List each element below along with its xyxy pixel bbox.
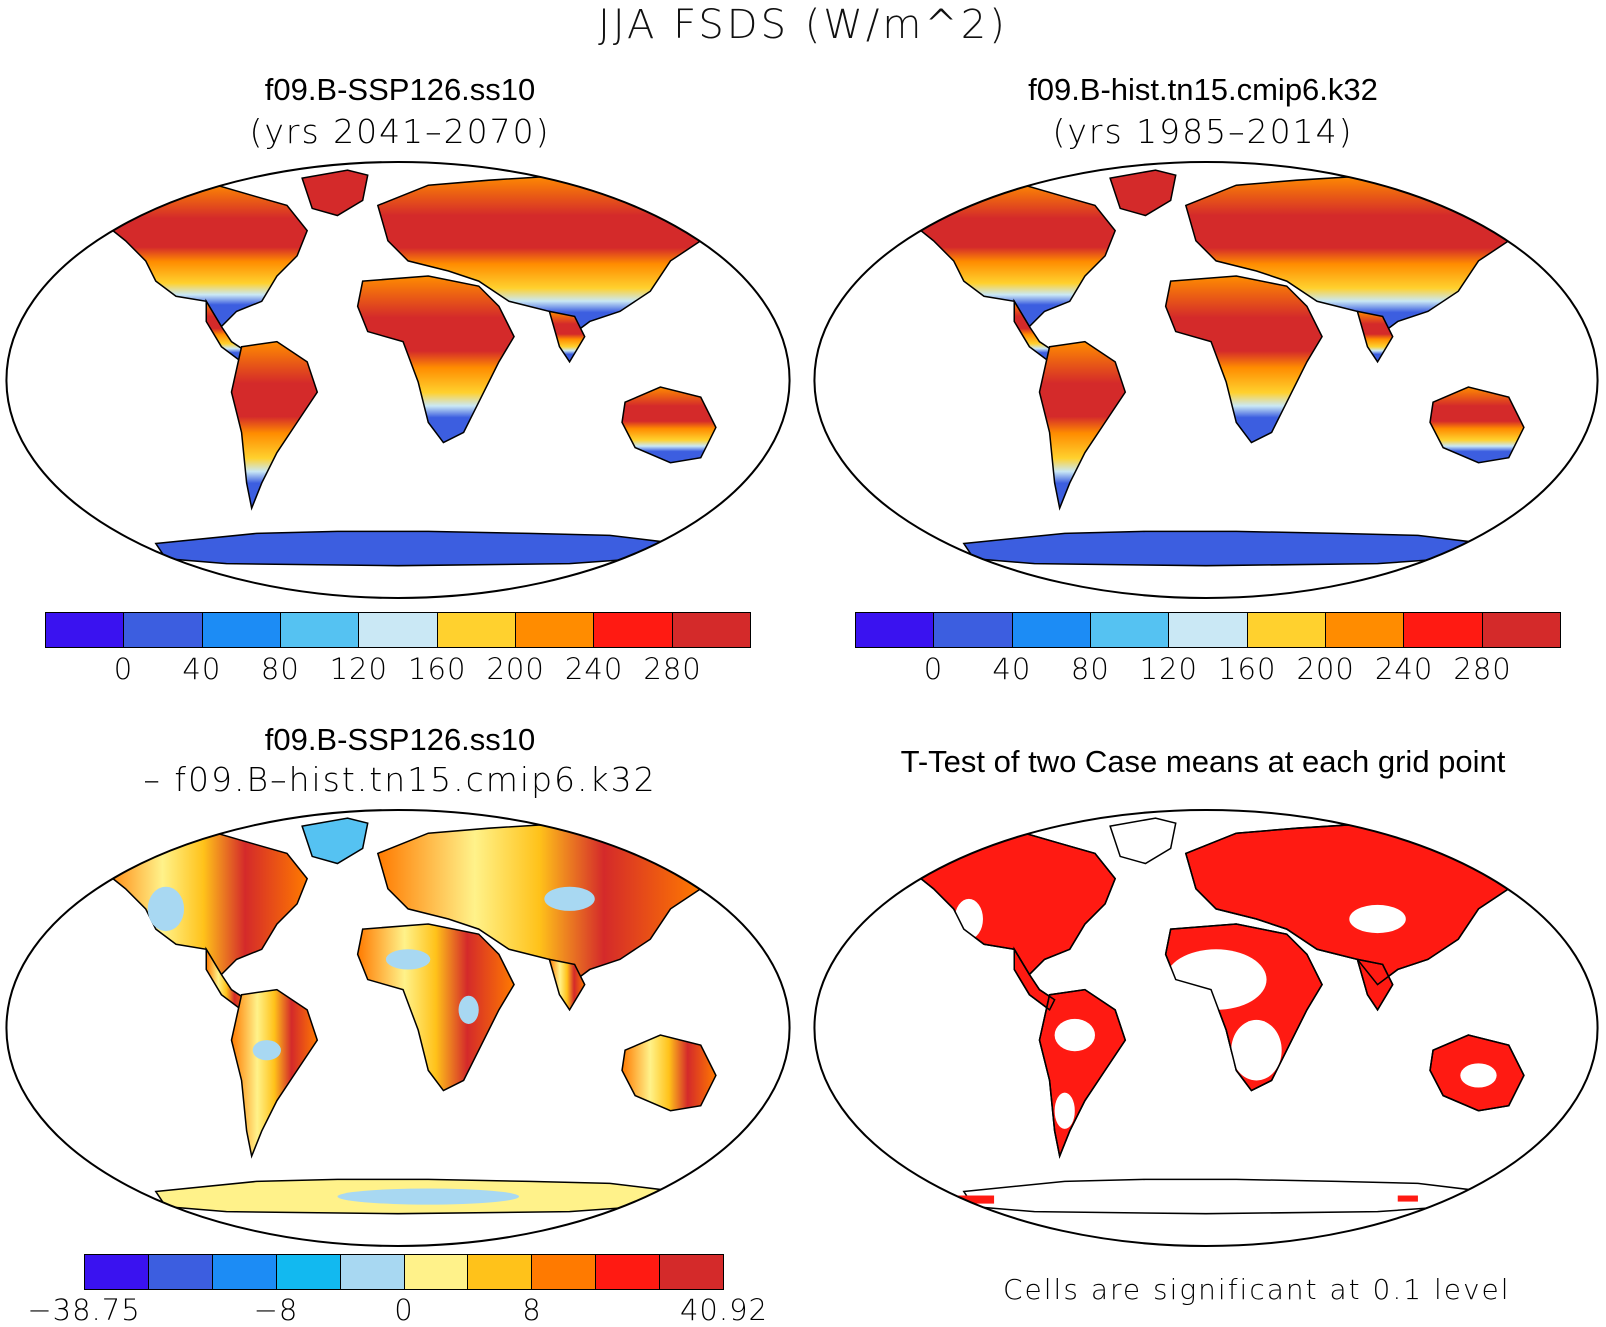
colorbar-box: [468, 1255, 533, 1289]
colorbar-box: [212, 1255, 277, 1289]
panel4-map: [813, 809, 1599, 1247]
panel1-title: f09.B-SSP126.ss10: [264, 72, 536, 107]
colorbar-box: [276, 1255, 341, 1289]
figure-title: JJA FSDS (W/m^2): [598, 2, 1008, 48]
significance-note: Cells are significant at 0.1 level: [1003, 1273, 1511, 1306]
colorbar-box: [532, 1255, 597, 1289]
colorbar-box: [1482, 613, 1560, 647]
colorbar-tick-label: 0: [394, 1293, 414, 1327]
colorbar-box: [46, 613, 125, 647]
colorbar-box: [596, 1255, 661, 1289]
colorbar-tick-label: 0: [113, 652, 134, 686]
colorbar-tick-label: 0: [923, 652, 944, 686]
colorbar-tick-label: 240: [564, 652, 624, 686]
panel1-map: [5, 161, 791, 599]
colorbar-tick-label: 8: [522, 1293, 542, 1327]
panel2-title: f09.B-hist.tn15.cmip6.k32: [1028, 72, 1378, 107]
panel1-subtitle: (yrs 2041–2070): [249, 112, 551, 151]
colorbar-box: [148, 1255, 213, 1289]
colorbar-tick-label: 40: [182, 652, 222, 686]
colorbar-box: [85, 1255, 149, 1289]
colorbar-box: [340, 1255, 405, 1289]
panel3-map: [5, 809, 791, 1247]
colorbar-tick-label: 240: [1374, 652, 1434, 686]
colorbar-tick-label: 40: [992, 652, 1032, 686]
colorbar-box: [1404, 613, 1483, 647]
colorbar-box: [660, 1255, 724, 1289]
colorbar-box: [359, 613, 438, 647]
colorbar-tick-label: 280: [1453, 652, 1512, 686]
colorbar-tick-label: 160: [1218, 652, 1277, 686]
colorbar-box: [202, 613, 281, 647]
colorbar-box: [594, 613, 673, 647]
colorbar-box: [1090, 613, 1170, 647]
colorbar-box: [515, 613, 595, 647]
colorbar-box: [280, 613, 360, 647]
colorbar-panel1: [45, 612, 751, 648]
panel3-title: f09.B-SSP126.ss10: [264, 722, 536, 757]
colorbar-tick-label: 80: [1070, 652, 1110, 686]
colorbar-box: [934, 613, 1013, 647]
colorbar-box: [1325, 613, 1405, 647]
panel2-subtitle: (yrs 1985–2014): [1052, 112, 1354, 151]
colorbar-tick-label: 120: [1139, 652, 1198, 686]
panel3-subtitle: – f09.B–hist.tn15.cmip6.k32: [143, 760, 657, 799]
colorbar-tick-label: 80: [260, 652, 300, 686]
panel2-map: [813, 161, 1599, 599]
colorbar-tick-label: 200: [1296, 652, 1355, 686]
colorbar-box: [856, 613, 935, 647]
colorbar-tick-label: −8: [253, 1293, 299, 1327]
colorbar-tick-label: 160: [408, 652, 467, 686]
colorbar-tick-label: 200: [486, 652, 545, 686]
colorbar-box: [1012, 613, 1091, 647]
panel4-title: T-Test of two Case means at each grid po…: [900, 744, 1506, 779]
colorbar-box: [672, 613, 750, 647]
colorbar-tick-label: −38.75: [27, 1293, 141, 1327]
colorbar-panel2: [855, 612, 1561, 648]
colorbar-box: [1169, 613, 1248, 647]
colorbar-box: [437, 613, 516, 647]
colorbar-panel3: [84, 1254, 724, 1290]
colorbar-box: [404, 1255, 469, 1289]
colorbar-box: [124, 613, 203, 647]
colorbar-tick-label: 40.92: [679, 1293, 769, 1327]
colorbar-tick-label: 280: [643, 652, 702, 686]
colorbar-box: [1247, 613, 1326, 647]
colorbar-tick-label: 120: [329, 652, 388, 686]
